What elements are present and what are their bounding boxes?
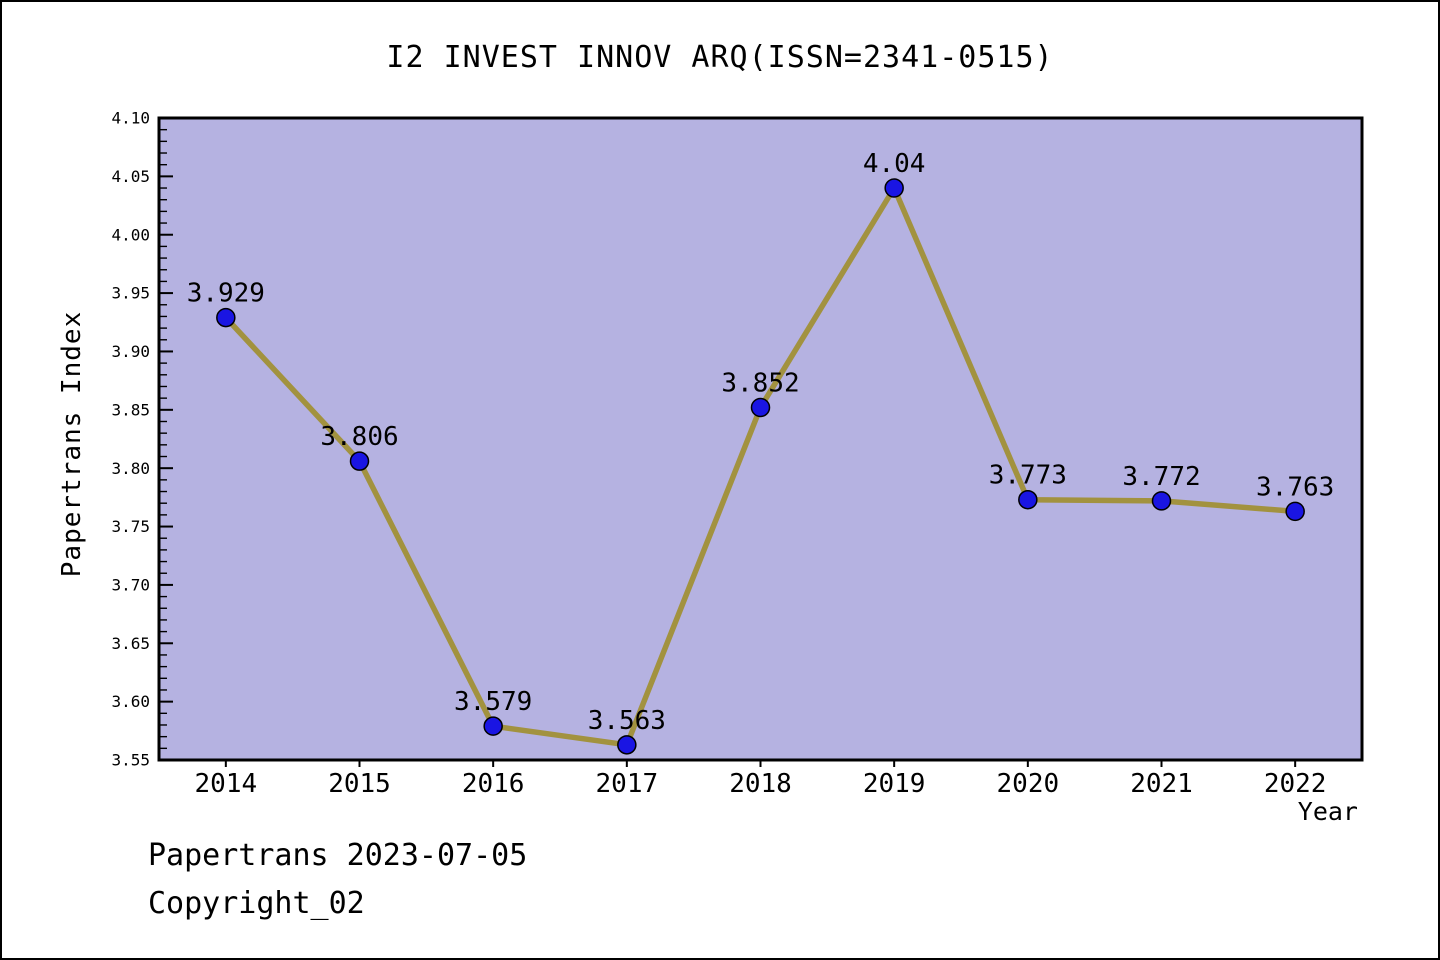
chart-title: I2 INVEST INNOV ARQ(ISSN=2341-0515) bbox=[386, 40, 1054, 75]
data-point-label: 3.772 bbox=[1122, 462, 1200, 492]
y-tick-label: 4.05 bbox=[111, 167, 150, 186]
y-tick-label: 3.60 bbox=[111, 692, 150, 711]
x-tick-label: 2014 bbox=[195, 769, 258, 799]
data-point-label: 3.563 bbox=[588, 706, 666, 736]
data-point-label: 3.806 bbox=[320, 422, 398, 452]
data-point-label: 3.852 bbox=[721, 368, 799, 398]
data-point-marker bbox=[617, 735, 637, 755]
data-point-label: 3.773 bbox=[989, 461, 1067, 491]
y-tick-label: 3.75 bbox=[111, 517, 150, 536]
x-tick-label: 2015 bbox=[328, 769, 391, 799]
x-tick-label: 2018 bbox=[729, 769, 792, 799]
data-point-marker bbox=[349, 451, 370, 471]
x-tick-label: 2022 bbox=[1264, 769, 1327, 799]
x-axis-title: Year bbox=[1297, 797, 1358, 826]
y-tick-label: 3.55 bbox=[111, 751, 150, 770]
x-tick-label: 2021 bbox=[1130, 769, 1193, 799]
x-tick-label: 2017 bbox=[596, 769, 659, 799]
data-point-marker bbox=[1018, 489, 1038, 510]
x-tick-label: 2020 bbox=[997, 769, 1060, 799]
data-point-marker bbox=[216, 307, 236, 328]
y-tick-label: 3.65 bbox=[111, 634, 150, 653]
y-tick-label: 3.80 bbox=[111, 459, 150, 478]
y-tick-label: 3.85 bbox=[111, 400, 150, 419]
data-point-label: 4.04 bbox=[863, 149, 926, 179]
data-point-marker bbox=[884, 178, 904, 198]
data-point-marker bbox=[750, 397, 771, 418]
data-point-label: 3.929 bbox=[187, 279, 265, 309]
data-point-marker bbox=[1285, 501, 1305, 522]
watermark-brand-date: Papertrans 2023-07-05 bbox=[148, 838, 528, 873]
x-tick-label: 2016 bbox=[462, 769, 525, 799]
watermark-copyright: Copyright_02 bbox=[148, 886, 365, 921]
data-point-label: 3.579 bbox=[454, 687, 532, 717]
y-tick-label: 4.00 bbox=[111, 225, 150, 244]
y-tick-label: 3.90 bbox=[111, 342, 150, 361]
y-tick-label: 3.95 bbox=[111, 284, 150, 303]
y-tick-label: 4.10 bbox=[111, 109, 150, 128]
plot-background bbox=[157, 116, 1364, 762]
data-point-label: 3.763 bbox=[1256, 472, 1334, 502]
y-tick-label: 3.70 bbox=[111, 576, 150, 595]
x-tick-label: 2019 bbox=[863, 769, 926, 799]
data-point-marker bbox=[483, 716, 503, 736]
data-point-marker bbox=[1151, 491, 1172, 511]
